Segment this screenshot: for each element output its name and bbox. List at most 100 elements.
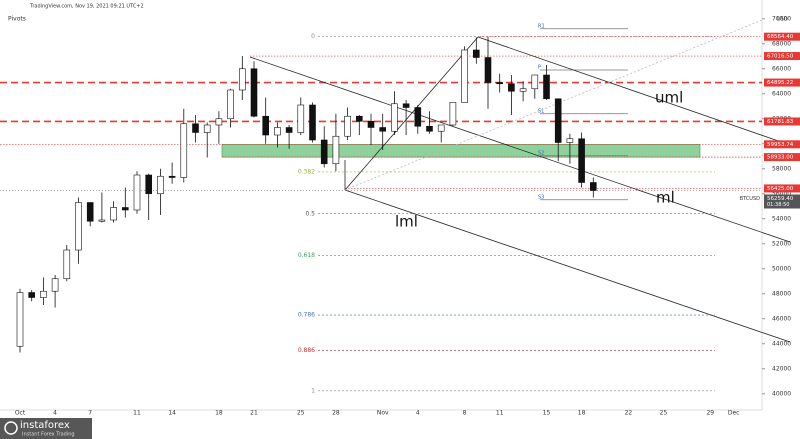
candle-body (414, 107, 422, 127)
price-tag (764, 140, 800, 149)
candle-body (203, 124, 211, 133)
brand: instaforex (20, 420, 70, 431)
y-tick-label: 46000 (772, 315, 791, 322)
pivot-label: R1 (538, 23, 545, 29)
pitchfork-handle (344, 36, 479, 191)
candle-body (566, 138, 574, 143)
brand-tagline: Instant Forex Trading (22, 432, 75, 438)
price-tag (764, 117, 800, 126)
price-tag (764, 184, 800, 193)
y-tick-label: 52000 (772, 240, 791, 247)
candle-body (554, 98, 562, 143)
candle-body (578, 138, 585, 183)
x-tick-label: 11 (496, 410, 504, 417)
currency-label: USD (777, 17, 788, 23)
candle-body (157, 175, 164, 195)
candle-body (63, 249, 71, 280)
x-tick-label: 8 (463, 410, 467, 417)
candle-body (40, 290, 47, 298)
annotation: uml (655, 89, 683, 107)
price-tag (764, 78, 800, 87)
candle-body (426, 125, 433, 132)
price-tag (764, 52, 800, 61)
candle-body (51, 278, 59, 292)
x-tick-label: 21 (250, 410, 258, 417)
lower-median-line (344, 189, 791, 343)
x-tick-label: 7 (88, 410, 92, 417)
y-tick-label: 48000 (772, 290, 791, 297)
fib-label: 0 (311, 33, 315, 40)
y-tick-label: 42000 (772, 365, 791, 372)
candle-body (472, 49, 480, 58)
price-tag-label: 56425.00 (767, 186, 794, 192)
price-tag-label: 59953.74 (767, 142, 794, 148)
header: TradingView.com, Nov 19, 2021 09:21 UTC+… (29, 4, 144, 10)
candle-body (589, 182, 597, 191)
pivot-label: P (538, 65, 541, 71)
x-tick-label: 11 (133, 410, 141, 417)
x-tick-label: Dec (728, 410, 740, 417)
symbol-label: BTCUSD (740, 196, 761, 202)
x-tick-label: 15 (543, 410, 551, 417)
candle-body (297, 104, 305, 133)
candle-body (274, 127, 281, 136)
candles (16, 36, 597, 353)
x-tick-label: 28 (332, 410, 340, 417)
price-tag-label: 64895.22 (767, 80, 793, 86)
candle-body (16, 292, 24, 347)
price-tag-label: 58933.00 (767, 155, 794, 161)
candle-body (367, 120, 375, 128)
y-tick-label: 70000 (772, 15, 791, 22)
pivot-label: S2 (538, 150, 544, 156)
x-tick-label: Nov (377, 410, 389, 417)
logo: instaforex Instant Forex Trading (0, 418, 92, 439)
x-tick-label: 18 (578, 410, 586, 417)
candle-body (285, 127, 293, 133)
candle-body (461, 49, 468, 103)
candle-body (227, 89, 234, 120)
candle-body (344, 115, 351, 137)
x-tick-label: 4 (53, 410, 57, 417)
y-tick-label: 68000 (772, 40, 791, 47)
price-tag (764, 32, 800, 41)
pivot-label: S3 (538, 194, 544, 200)
logo-icon (4, 421, 18, 435)
price-tag (764, 153, 800, 162)
candle-body (110, 207, 117, 221)
candle-body (122, 207, 129, 211)
x-tick-label: Oct (15, 410, 26, 417)
fib-label: 0.786 (298, 312, 315, 319)
candle-body (508, 83, 515, 92)
candle-body (86, 202, 94, 222)
price-tag-label: 68564.40 (767, 34, 794, 40)
candle-body (309, 104, 316, 141)
candle-body (28, 292, 36, 298)
annotation: ml (656, 189, 675, 207)
candle-body (168, 175, 176, 178)
x-tick-label: 18 (215, 410, 223, 417)
fib-label: 1 (311, 387, 315, 394)
fib-label: 0.5 (305, 210, 315, 217)
candle-body (250, 68, 258, 117)
pivot-label: S1 (538, 108, 544, 114)
trend-line (344, 19, 763, 191)
candle-body (332, 135, 340, 165)
y-tick-label: 64000 (772, 90, 791, 97)
x-tick-label: 14 (168, 410, 176, 417)
price-tag-label: 61781.83 (767, 119, 794, 125)
fib-label: 0.382 (298, 168, 315, 175)
candle-body (133, 174, 141, 211)
candle-body (320, 139, 328, 165)
x-tick-label: 4 (416, 410, 420, 417)
candle-body (484, 57, 492, 83)
candle-body (215, 118, 223, 126)
candle-body (262, 115, 270, 136)
last-price-label: 56259.40 (767, 196, 794, 202)
x-tick-label: 29 (706, 410, 714, 417)
candle-body (180, 123, 188, 178)
last-price-tag (764, 194, 800, 209)
candle-body (379, 127, 387, 132)
upper-median-line (477, 36, 791, 146)
